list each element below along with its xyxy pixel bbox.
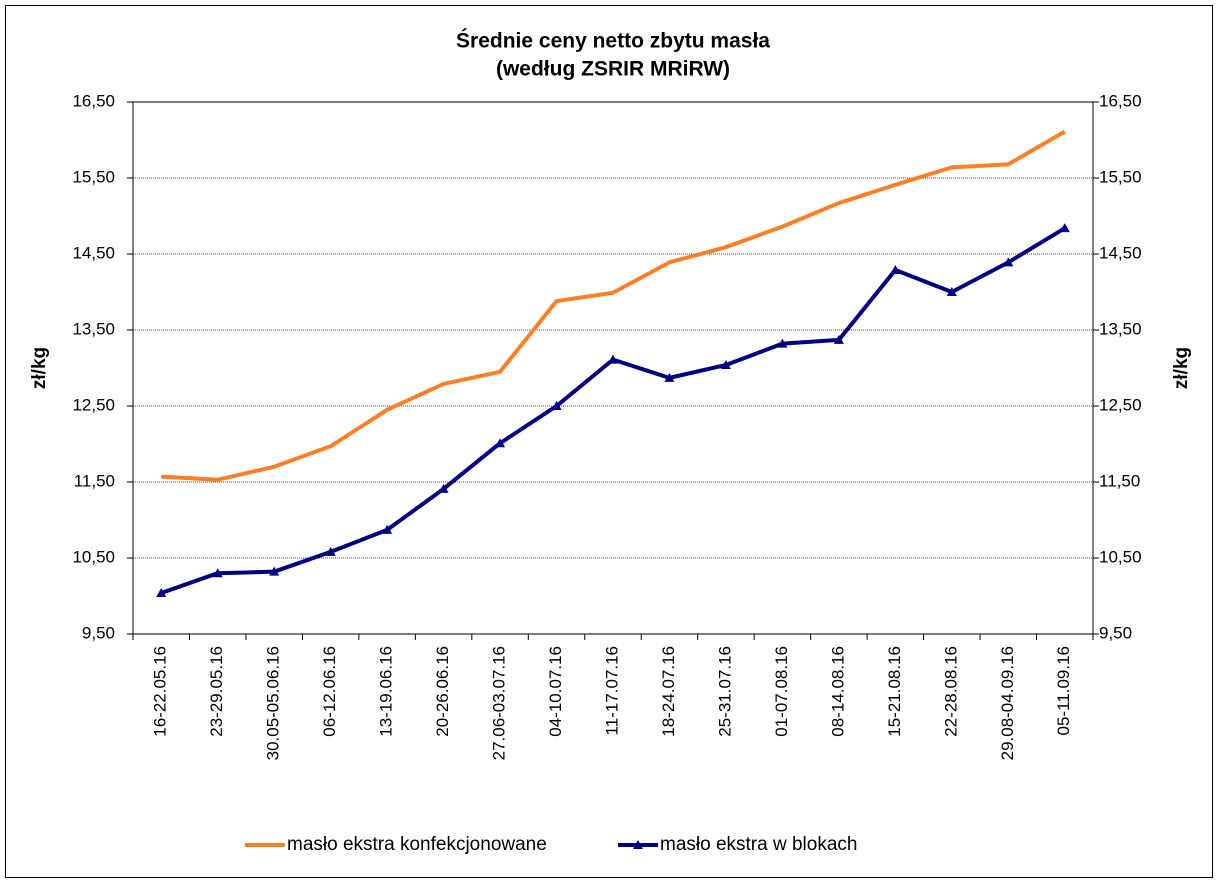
marker bbox=[325, 546, 336, 556]
legend-label: masło ekstra w blokach bbox=[660, 834, 857, 855]
x-tick-label: 20-26.06.16 bbox=[433, 646, 452, 737]
y-tick-label: 16,50 bbox=[72, 91, 115, 110]
marker bbox=[382, 524, 393, 534]
plot-frame bbox=[132, 101, 1094, 635]
y2-tick-label: 11,50 bbox=[1099, 471, 1140, 490]
y2-tick-label: 13,50 bbox=[1099, 319, 1142, 338]
y2-tick-label: 9,50 bbox=[1099, 623, 1132, 642]
y2-tick-label: 15,50 bbox=[1099, 167, 1142, 186]
y-axis-label: zł/kg bbox=[29, 347, 50, 389]
y2-axis-label: zł/kg bbox=[1171, 347, 1192, 389]
marker bbox=[156, 587, 167, 597]
x-tick-label: 08-14.08.16 bbox=[828, 646, 847, 737]
marker bbox=[608, 354, 618, 364]
marker bbox=[720, 359, 731, 369]
marker bbox=[438, 483, 449, 493]
marker bbox=[833, 334, 844, 344]
x-tick-label: 06-12.06.16 bbox=[320, 646, 339, 737]
x-tick-label: 11-17.07.16 bbox=[602, 646, 621, 735]
marker bbox=[777, 338, 788, 348]
x-tick-label: 18-24.07.16 bbox=[659, 646, 678, 737]
x-tick-label: 22-28.08.16 bbox=[941, 646, 960, 737]
legend-label: masło ekstra konfekcjonowane bbox=[287, 834, 547, 855]
x-tick-label: 30.05-05.06.16 bbox=[264, 646, 283, 760]
y2-tick-label: 12,50 bbox=[1099, 395, 1142, 414]
marker bbox=[551, 401, 562, 410]
y2-tick-label: 14,50 bbox=[1099, 243, 1142, 262]
y2-tick-label: 10,50 bbox=[1099, 547, 1142, 566]
marker bbox=[1003, 257, 1014, 267]
y-tick-label: 14,50 bbox=[72, 243, 115, 262]
y2-tick-label: 16,50 bbox=[1099, 91, 1142, 110]
x-tick-label: 15-21.08.16 bbox=[885, 646, 904, 737]
marker bbox=[890, 264, 901, 274]
x-tick-label: 23-29.05.16 bbox=[207, 646, 226, 737]
marker bbox=[664, 372, 675, 382]
marker bbox=[946, 287, 957, 296]
y-tick-label: 11,50 bbox=[74, 471, 115, 490]
y-tick-label: 9,50 bbox=[82, 623, 115, 642]
y-tick-label: 10,50 bbox=[72, 547, 115, 566]
chart-border bbox=[5, 5, 1213, 878]
series-line bbox=[161, 129, 1066, 482]
x-tick-label: 01-07.08.16 bbox=[772, 646, 791, 737]
x-tick-label: 13-19.06.16 bbox=[377, 646, 396, 737]
x-tick-label: 25-31.07.16 bbox=[715, 646, 734, 737]
x-tick-label: 05-11.09.16 bbox=[1054, 646, 1073, 735]
marker bbox=[269, 566, 280, 576]
x-tick-label: 04-10.07.16 bbox=[546, 646, 565, 737]
chart-subtitle: (według ZSRIR MRiRW) bbox=[496, 58, 730, 81]
y-tick-label: 13,50 bbox=[72, 319, 115, 338]
marker bbox=[495, 438, 506, 448]
x-tick-label: 27.06-03.07.16 bbox=[490, 646, 509, 760]
marker bbox=[212, 568, 223, 578]
legend-marker bbox=[633, 840, 643, 849]
y-tick-label: 12,50 bbox=[72, 395, 115, 414]
marker bbox=[1059, 223, 1070, 233]
chart-title: Średnie ceny netto zbytu masła bbox=[456, 29, 770, 53]
y-tick-label: 15,50 bbox=[72, 167, 115, 186]
x-tick-label: 29.08-04.09.16 bbox=[998, 646, 1017, 760]
x-tick-label: 16-22.05.16 bbox=[151, 646, 170, 737]
